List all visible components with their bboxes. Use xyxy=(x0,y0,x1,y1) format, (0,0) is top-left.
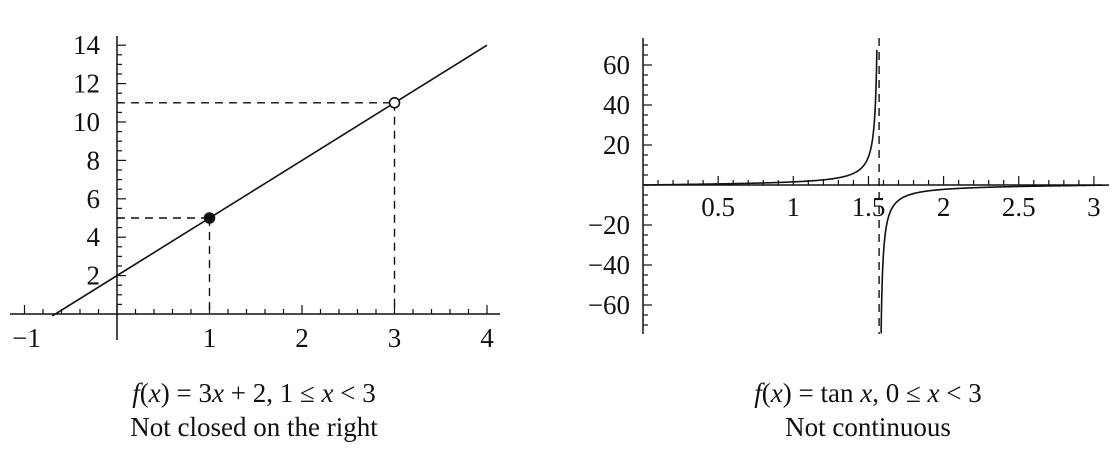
caption-tangent-subtitle: Not continuous xyxy=(785,412,951,442)
series-branch xyxy=(642,49,878,186)
x-tick-label: −1 xyxy=(12,323,41,353)
y-tick-label: −60 xyxy=(588,290,630,320)
x-tick-label: 2 xyxy=(937,192,951,222)
y-tick-label: 4 xyxy=(87,222,101,252)
x-tick-label: 3 xyxy=(1087,192,1101,222)
series-branch xyxy=(880,184,1109,334)
y-tick-label: 12 xyxy=(73,69,100,99)
y-tick-label: 8 xyxy=(87,145,101,175)
y-tick-label: 14 xyxy=(73,30,101,60)
y-tick-label: 20 xyxy=(603,130,630,160)
y-tick-label: 60 xyxy=(603,50,630,80)
y-tick-label: 2 xyxy=(87,261,101,291)
y-tick-label: 6 xyxy=(87,184,101,214)
caption-linear: f(x) = 3x + 2, 1 ≤ x < 3 Not closed on t… xyxy=(44,376,464,444)
caption-linear-formula: f(x) = 3x + 2, 1 ≤ x < 3 xyxy=(132,378,376,408)
x-tick-label: 0.5 xyxy=(701,192,735,222)
closed-endpoint xyxy=(203,212,216,224)
y-tick-label: −40 xyxy=(588,250,630,280)
caption-linear-subtitle: Not closed on the right xyxy=(130,412,378,442)
caption-tangent-formula: f(x) = tan x, 0 ≤ x < 3 xyxy=(754,378,982,408)
x-tick-label: 3 xyxy=(388,323,402,353)
series-line xyxy=(51,44,488,317)
x-tick-label: 1 xyxy=(787,192,801,222)
x-tick-label: 1 xyxy=(203,323,217,353)
y-tick-label: 40 xyxy=(603,90,630,120)
x-tick-label: 1.5 xyxy=(852,192,886,222)
open-endpoint xyxy=(388,97,401,109)
y-tick-label: 10 xyxy=(73,107,100,137)
caption-tangent: f(x) = tan x, 0 ≤ x < 3 Not continuous xyxy=(658,376,1078,444)
x-tick-label: 2 xyxy=(295,323,309,353)
chart-tangent: 0.5 1 1.5 2 2.5 3 60 40 20 −20 −40 −60 xyxy=(588,38,1109,334)
x-tick-label: 2.5 xyxy=(1002,192,1036,222)
y-tick-label: −20 xyxy=(588,210,630,240)
x-tick-label: 4 xyxy=(480,323,494,353)
